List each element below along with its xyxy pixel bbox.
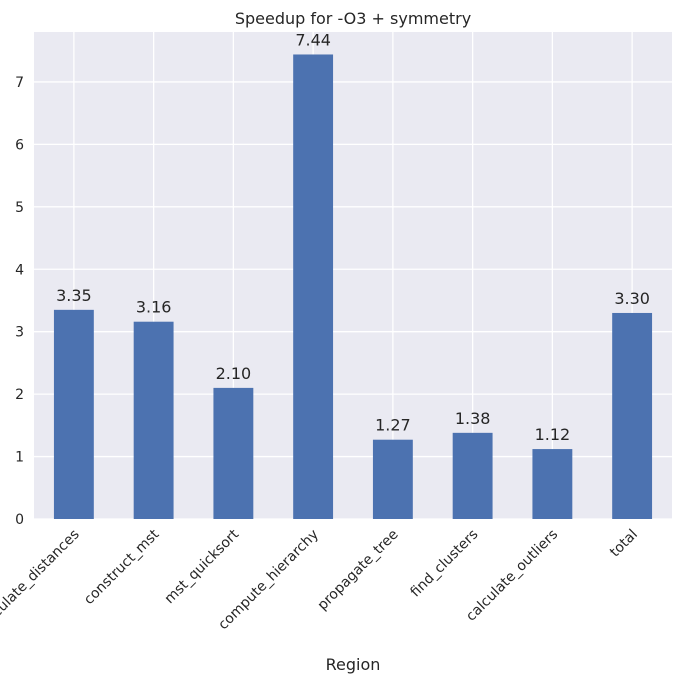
plot-background (34, 32, 672, 519)
chart-title: Speedup for -O3 + symmetry (235, 9, 471, 28)
y-tick-label: 2 (15, 387, 24, 403)
y-tick-label: 5 (15, 200, 24, 216)
value-label-construct_mst: 3.16 (136, 298, 172, 317)
value-label-mst_quicksort: 2.10 (216, 364, 252, 383)
bar-propagate_tree (372, 439, 413, 519)
y-tick-label: 6 (15, 137, 24, 153)
y-tick-label: 1 (15, 450, 24, 466)
x-tick-label-total: total (607, 527, 641, 561)
x-tick-label-calculate_distances: calculate_distances (0, 527, 83, 635)
bar-find_clusters (452, 432, 493, 519)
x-tick-label-construct_mst: construct_mst (81, 526, 163, 608)
x-tick-label-propagate_tree: propagate_tree (315, 527, 402, 614)
y-tick-label: 7 (15, 75, 24, 91)
bar-construct_mst (133, 321, 174, 519)
x-tick-label-find_clusters: find_clusters (408, 527, 482, 601)
bar-calculate_distances (53, 309, 94, 519)
value-label-calculate_distances: 3.35 (56, 286, 92, 305)
y-tick-label: 4 (15, 262, 24, 278)
value-label-find_clusters: 1.38 (455, 409, 491, 428)
bars (53, 54, 653, 519)
value-label-compute_hierarchy: 7.44 (295, 30, 331, 49)
value-label-calculate_outliers: 1.12 (535, 425, 571, 444)
bar-compute_hierarchy (293, 54, 334, 519)
bar-calculate_outliers (532, 449, 573, 519)
value-label-propagate_tree: 1.27 (375, 416, 411, 435)
y-tick-labels: 0 1 2 3 4 5 6 7 (15, 75, 24, 528)
bar-mst_quicksort (213, 387, 254, 519)
bar-total (612, 312, 653, 519)
y-tick-label: 3 (15, 325, 24, 341)
y-tick-label: 0 (15, 512, 24, 528)
value-labels: 3.35 3.16 2.10 7.44 1.27 1.38 1.12 3.30 (56, 30, 650, 444)
x-axis-label: Region (326, 655, 381, 674)
value-label-total: 3.30 (614, 289, 650, 308)
x-tick-label-mst_quicksort: mst_quicksort (162, 526, 243, 607)
